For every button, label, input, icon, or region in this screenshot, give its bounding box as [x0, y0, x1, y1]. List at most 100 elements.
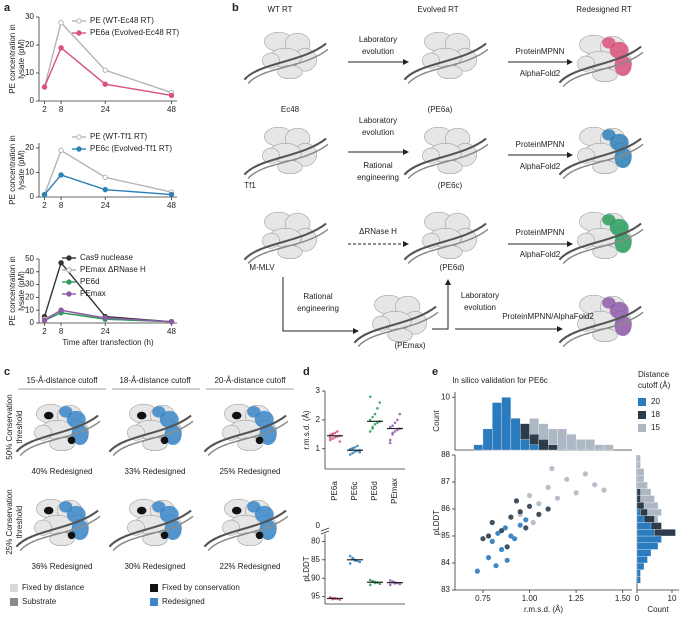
- histogram-bar: [585, 439, 595, 451]
- data-point: [168, 92, 175, 99]
- scatter-point: [526, 492, 533, 499]
- panel-label: e: [432, 366, 438, 378]
- x-tick-label: 8: [59, 327, 64, 336]
- series-line: [43, 21, 172, 94]
- schematic-label: engineering: [297, 304, 339, 313]
- dna: [203, 414, 287, 453]
- scatter-point: [489, 519, 495, 526]
- scatter-point: [508, 533, 514, 539]
- x-tick-label: 2: [42, 201, 47, 210]
- scatter-point: [530, 519, 536, 526]
- schematic-label: (PEmax): [394, 341, 425, 350]
- y-axis-label: lysate (pM): [17, 39, 26, 79]
- strip-point: [368, 583, 372, 587]
- protein-structure: [108, 403, 194, 457]
- protein-domain-colored: [247, 406, 261, 418]
- caption: 22% Redesigned: [220, 562, 281, 571]
- legend-title: Distance: [638, 370, 670, 379]
- scatter-point: [485, 533, 492, 539]
- strip-point: [358, 450, 362, 454]
- schematic-label: AlphaFold2: [520, 69, 561, 78]
- y-tick-label: 0: [30, 192, 35, 201]
- scatter-point: [502, 525, 508, 531]
- scatter-point: [564, 476, 570, 482]
- y-tick-label: 87: [441, 477, 450, 486]
- legend-swatch: [150, 584, 158, 592]
- dna: [247, 143, 329, 180]
- protein-domain-colored: [152, 501, 166, 513]
- protein-structure: [403, 31, 489, 85]
- protein-structure: [243, 126, 329, 180]
- protein-domain-fixed: [43, 506, 54, 515]
- protein-structure: [558, 211, 644, 265]
- strip-point: [351, 451, 354, 455]
- row-label: 50% Conservation: [5, 394, 14, 459]
- scatter-point: [504, 557, 510, 563]
- dna: [403, 222, 487, 261]
- x-tick-label: 1.50: [615, 594, 631, 603]
- histogram-bar: [575, 439, 586, 451]
- strip-point: [391, 424, 394, 427]
- category-label: PE6c: [350, 481, 359, 500]
- y-tick-label: 50: [25, 254, 34, 263]
- x-tick-label: 48: [167, 327, 176, 336]
- y-tick-label: 0: [316, 521, 321, 530]
- data-point: [58, 307, 64, 313]
- x-tick-label: 48: [167, 105, 176, 114]
- x-tick-label: 48: [167, 201, 176, 210]
- caption: 25% Redesigned: [220, 467, 281, 476]
- scatter-point: [513, 498, 520, 504]
- legend-label: PE6a (Evolved-Ec48 RT): [90, 28, 180, 37]
- strip-point: [336, 430, 339, 433]
- schematic-label: (PE6c): [438, 181, 463, 190]
- x-tick-label: 1.00: [522, 594, 538, 603]
- dna: [558, 305, 642, 344]
- scatter-point: [512, 536, 518, 542]
- histogram-bar: [636, 454, 641, 462]
- x-tick-label: 10: [668, 594, 677, 603]
- series-line: [43, 149, 172, 195]
- strip-point: [388, 579, 392, 582]
- protein-domain-colored: [259, 519, 277, 541]
- protein-domain-colored: [152, 406, 166, 418]
- schematic-label: ProteinMPNN: [516, 228, 565, 237]
- x-tick-label: 0: [635, 594, 640, 603]
- data-point: [58, 19, 64, 26]
- histogram-bar: [636, 556, 648, 564]
- protein-domain-fixed: [136, 506, 147, 515]
- category-label: PEmax: [390, 478, 399, 504]
- histogram-bar: [636, 549, 652, 557]
- dna: [112, 515, 194, 552]
- scatter-point: [489, 538, 495, 545]
- y-tick-label: 2: [316, 415, 321, 424]
- panel-label: c: [4, 366, 10, 378]
- x-tick-label: 8: [59, 105, 64, 114]
- dna: [108, 414, 192, 453]
- schematic-label: AlphaFold2: [520, 250, 561, 259]
- legend-marker: [66, 291, 72, 297]
- scatter-point: [573, 490, 579, 496]
- protein-domain-colored: [602, 214, 616, 226]
- protein-domain-fixed: [160, 531, 169, 540]
- y-axis-label: pLDDT: [432, 510, 441, 535]
- x-axis-label: r.m.s.d. (Å): [524, 605, 563, 614]
- y-tick-label: 10: [25, 305, 34, 314]
- dna: [562, 51, 644, 88]
- protein-domain-colored: [247, 501, 261, 513]
- strip-point: [328, 438, 332, 442]
- histogram-bar: [636, 562, 645, 570]
- scatter-point: [545, 484, 551, 490]
- protein-structure: [558, 34, 644, 88]
- column-header: 18-Å-distance cutoff: [119, 376, 191, 385]
- axis-break: [320, 527, 330, 535]
- panel-label: b: [232, 2, 239, 14]
- scatter-point: [498, 528, 505, 534]
- legend-label: PE (WT-Ec48 RT): [90, 16, 154, 25]
- strip-point: [331, 437, 334, 440]
- column-header: 15-Å-distance cutoff: [26, 376, 98, 385]
- y-tick-label: 86: [441, 504, 450, 513]
- strip-point: [371, 415, 374, 419]
- scatter-point: [480, 536, 486, 542]
- histogram-bar: [566, 434, 577, 451]
